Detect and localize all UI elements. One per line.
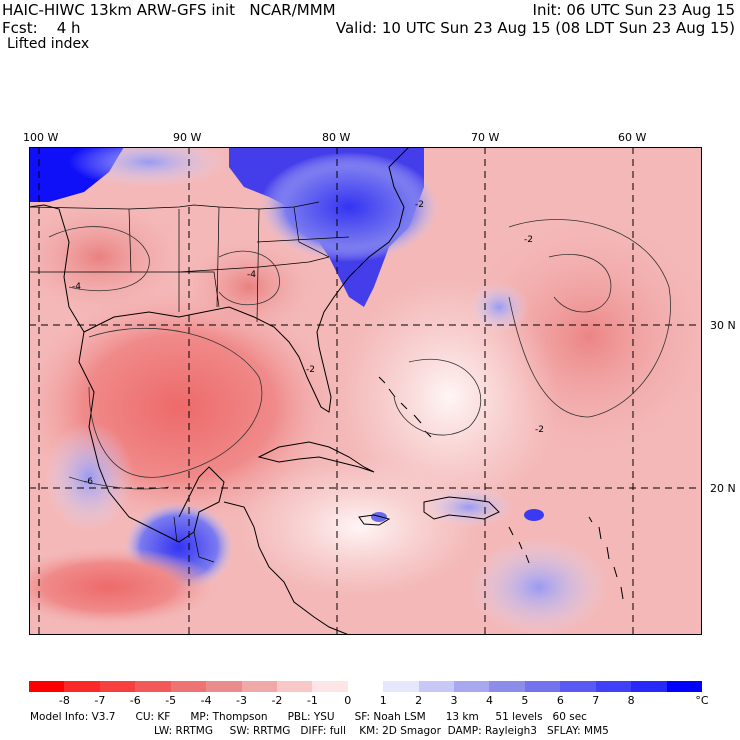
colorbar-swatch — [347, 681, 384, 692]
colorbar-swatch — [383, 681, 419, 692]
lon-label-60w: 60 W — [618, 131, 647, 144]
colorbar-swatch — [560, 681, 596, 692]
colorbar-tick-label: 0 — [344, 694, 352, 707]
colorbar-tick-label: 6 — [556, 694, 564, 707]
caribbean-pale-region — [239, 457, 479, 597]
colorbar-tick-label: -2 — [271, 694, 283, 707]
contour-label: -4 — [247, 270, 256, 280]
contour-label: -2 — [524, 235, 533, 245]
colorbar-tick-label: -6 — [129, 694, 141, 707]
colorbar-unit: °C — [695, 694, 709, 707]
colorbar-tick-label: 2 — [415, 694, 423, 707]
lifted-index-map: -2 -4 -4 -2 -2 -2 -6 — [29, 147, 702, 635]
lon-label-70w: 70 W — [471, 131, 500, 144]
model-info-line1: Model Info: V3.7 CU: KF MP: Thompson PBL… — [30, 711, 587, 723]
colorbar-tick-label: -5 — [165, 694, 177, 707]
colorbar-swatch — [276, 681, 313, 692]
colorbar-swatch — [595, 681, 632, 692]
eastern-caribbean-stable-region — [469, 537, 609, 635]
colorbar-tick-label: 8 — [627, 694, 635, 707]
init-time: Init: 06 UTC Sun 23 Aug 15 — [532, 1, 735, 19]
bahamas-pale-region — [339, 277, 559, 517]
colorbar-swatch — [64, 681, 100, 692]
model-info-line2: LW: RRTMG SW: RRTMG DIFF: full KM: 2D Sm… — [154, 725, 609, 737]
southeast-unstable-region — [179, 237, 319, 337]
lon-label-90w: 90 W — [173, 131, 202, 144]
coastlines — [29, 147, 624, 635]
lon-label-100w: 100 W — [23, 131, 59, 144]
map-frame — [29, 147, 702, 635]
colorbar-swatch — [489, 681, 525, 692]
colorbar-swatch — [631, 681, 667, 692]
forecast-hour: Fcst: 4 h — [2, 19, 81, 37]
lat-lon-grid — [29, 147, 702, 635]
plains-unstable-region — [29, 197, 189, 317]
lat-label-30n: 30 N — [710, 319, 736, 332]
colorbar-tick-label: 5 — [521, 694, 529, 707]
contour-lines — [48, 219, 671, 490]
colorbar-swatch — [454, 681, 490, 692]
colorbar-swatch — [524, 681, 561, 692]
state-borders — [29, 201, 350, 563]
colorbar-tick-label: 7 — [592, 694, 600, 707]
contour-label: -2 — [415, 200, 424, 210]
valid-time: Valid: 10 UTC Sun 23 Aug 15 (08 LDT Sun … — [335, 19, 735, 37]
colorbar-swatch — [241, 681, 277, 692]
colorbar — [29, 681, 703, 692]
colorbar-tick-label: 4 — [485, 694, 493, 707]
colorbar-swatch — [206, 681, 242, 692]
colorbar-swatch — [99, 681, 136, 692]
contour-label: -4 — [72, 282, 81, 292]
field-name: Lifted index — [7, 36, 90, 52]
lat-label-20n: 20 N — [710, 482, 736, 495]
colorbar-swatch — [418, 681, 455, 692]
colorbar-tick-label: -3 — [236, 694, 247, 707]
colorbar-tick-label: 3 — [450, 694, 458, 707]
colorbar-tick-label: -8 — [58, 694, 70, 707]
colorbar-swatch — [666, 681, 703, 692]
model-title: HAIC-HIWC 13km ARW-GFS init NCAR/MMM — [2, 1, 336, 19]
colorbar-tick-label: -7 — [94, 694, 106, 707]
contour-label: -6 — [84, 477, 93, 487]
colorbar-swatch — [312, 681, 348, 692]
colorbar-swatch — [29, 681, 65, 692]
colorbar-swatch — [135, 681, 171, 692]
colorbar-tick-label: -1 — [306, 694, 318, 707]
colorbar-tick-label: 1 — [379, 694, 387, 707]
contour-label: -2 — [535, 425, 544, 435]
lon-label-80w: 80 W — [322, 131, 351, 144]
pacific-unstable-region — [29, 547, 219, 627]
colorbar-swatch — [170, 681, 207, 692]
colorbar-tick-label: -4 — [200, 694, 212, 707]
contour-label: -2 — [306, 365, 315, 375]
